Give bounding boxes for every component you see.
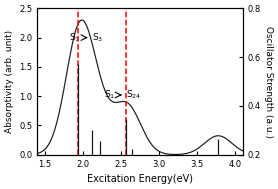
Text: S$_1$: S$_1$ — [104, 89, 115, 101]
Text: S$_{24}$: S$_{24}$ — [126, 89, 142, 101]
Text: S$_1$: S$_1$ — [70, 31, 81, 44]
Y-axis label: Oscillator Strength (a.u.): Oscillator Strength (a.u.) — [264, 26, 273, 138]
X-axis label: Excitation Energy(eV): Excitation Energy(eV) — [87, 174, 193, 184]
Y-axis label: Absorptivity (arb. unit): Absorptivity (arb. unit) — [5, 30, 14, 133]
Text: S$_3$: S$_3$ — [92, 31, 103, 44]
